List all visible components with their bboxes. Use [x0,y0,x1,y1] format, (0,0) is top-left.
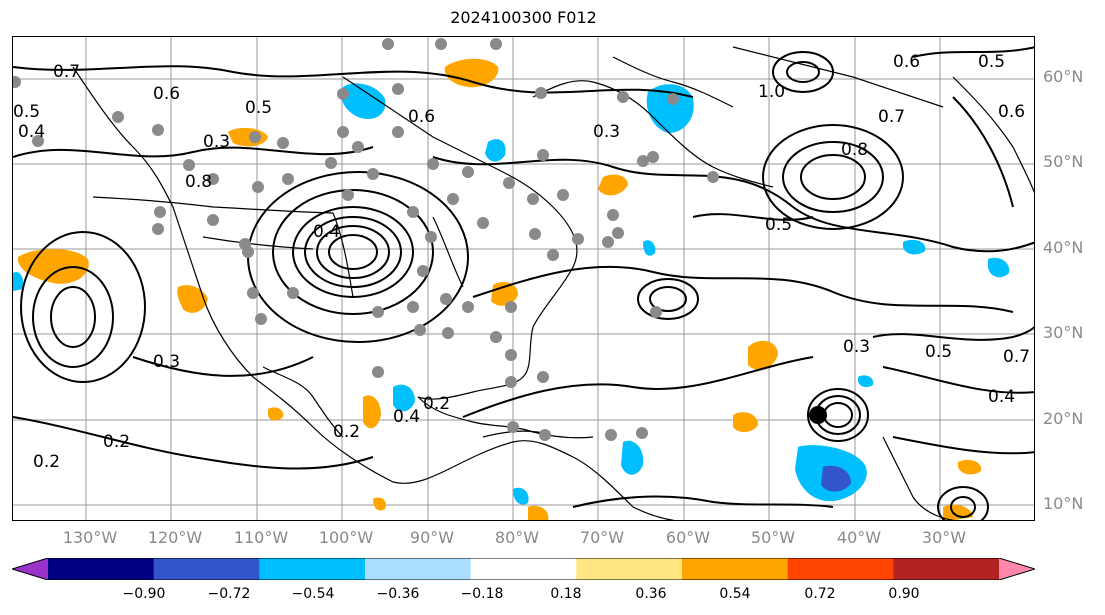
lon-label: 90°W [409,528,455,547]
lon-label: 70°W [579,528,625,547]
positive-patch [228,127,268,147]
negative-patch [903,239,926,255]
lat-label: 10°N [1043,494,1084,513]
contour-label: 0.6 [893,52,920,72]
positive-patch [268,407,284,421]
contour-label: 0.2 [33,452,60,472]
lat-label: 20°N [1043,409,1084,428]
colorbar-tick-label: 0.54 [719,586,751,602]
lon-label: 80°W [494,528,540,547]
positive-patch [733,412,758,433]
colorbar-cell [259,558,366,580]
colorbar-extend-min [12,558,48,580]
contour-label: 0.7 [1003,347,1030,367]
negative-patch [643,240,656,256]
lon-label: 110°W [233,528,289,547]
positive-patch [373,497,386,511]
colorbar-tick-label: −0.90 [122,586,166,602]
contour-label: 0.5 [765,215,792,235]
colorbar-tick-label: −0.72 [207,586,251,602]
contour-label: 0.8 [185,172,212,192]
contour-label: 0.3 [203,132,230,152]
contour-label: 0.6 [998,102,1025,122]
lat-label: 50°N [1043,152,1084,171]
map-canvas: 0.6 0.5 0.3 0.6 0.4 0.5 0.8 0.7 0.6 0.5 … [13,37,1034,520]
negative-patch [646,84,694,133]
colorbar-cell [893,558,1000,580]
colorbar-cell [787,558,894,580]
contour-label: 0.6 [153,84,180,104]
positive-patch [598,174,628,196]
colorbar-cell [576,558,683,580]
contour-label: 0.6 [408,107,435,127]
negative-patch [485,139,506,162]
lon-label: 30°W [921,528,967,547]
negative-patch [341,83,386,119]
lon-label: 40°W [836,528,882,547]
station-markers [13,38,719,441]
contour-label: 0.5 [245,98,272,118]
contour-label: 0.3 [593,122,620,142]
map-panel: 0.6 0.5 0.3 0.6 0.4 0.5 0.8 0.7 0.6 0.5 … [12,36,1035,521]
contour-label: 0.3 [153,352,180,372]
shaded-anomaly-patches [13,58,1010,520]
positive-patch [958,459,982,475]
colorbar-tick-label: −0.18 [460,586,504,602]
colorbar [12,558,1035,580]
negative-patch [988,257,1010,278]
contour-label: 0.2 [423,394,450,414]
coastlines [72,46,1034,520]
positive-patch [444,58,499,88]
lon-label: 50°W [750,528,796,547]
colorbar-cell [682,558,789,580]
positive-patch [748,340,778,370]
colorbar-cell [365,558,472,580]
colorbar-cell [48,558,155,580]
negative-patch [13,271,24,291]
lat-label: 30°N [1043,323,1084,342]
contour-label: 0.3 [843,337,870,357]
colorbar-tick-label: −0.36 [376,586,420,602]
positive-patch [177,285,208,313]
colorbar-extend-max [999,558,1035,580]
colorbar-tick-label: 0.90 [888,586,920,602]
contour-label: 0.8 [841,140,868,160]
colorbar-tick-label: 0.36 [635,586,667,602]
colorbar-tick-label: 0.72 [804,586,836,602]
negative-patch [821,465,851,492]
colorbar-cell [153,558,260,580]
contour-label: 0.2 [333,422,360,442]
map-title: 2024100300 F012 [450,8,597,27]
contour-label: 0.4 [988,387,1015,407]
lon-label: 60°W [665,528,711,547]
contour-label: 0.7 [878,107,905,127]
contour-lines [13,46,1034,520]
positive-patch [528,505,549,520]
negative-patch [393,384,415,412]
negative-patch [621,440,644,475]
lat-label: 60°N [1043,67,1084,86]
colorbar-tick-label: −0.54 [291,586,335,602]
contour-label: 0.5 [13,102,40,122]
contour-label: 0.7 [53,62,80,82]
lon-label: 100°W [318,528,374,547]
lat-label: 40°N [1043,238,1084,257]
lon-label: 120°W [147,528,203,547]
contour-label: 0.5 [925,342,952,362]
contour-label: 0.2 [103,432,130,452]
colorbar-tick-label: 0.18 [550,586,582,602]
negative-patch [513,487,529,505]
contour-label: 0.4 [393,407,420,427]
contour-label: 1.0 [758,82,785,102]
colorbar-cell [470,558,577,580]
positive-patch [363,395,381,429]
contour-label: 0.5 [978,52,1005,72]
contour-label: 0.4 [313,222,340,242]
negative-patch [858,375,874,388]
lon-label: 130°W [62,528,118,547]
contour-label: 0.4 [18,122,45,142]
lat-lon-grid [13,37,1034,520]
